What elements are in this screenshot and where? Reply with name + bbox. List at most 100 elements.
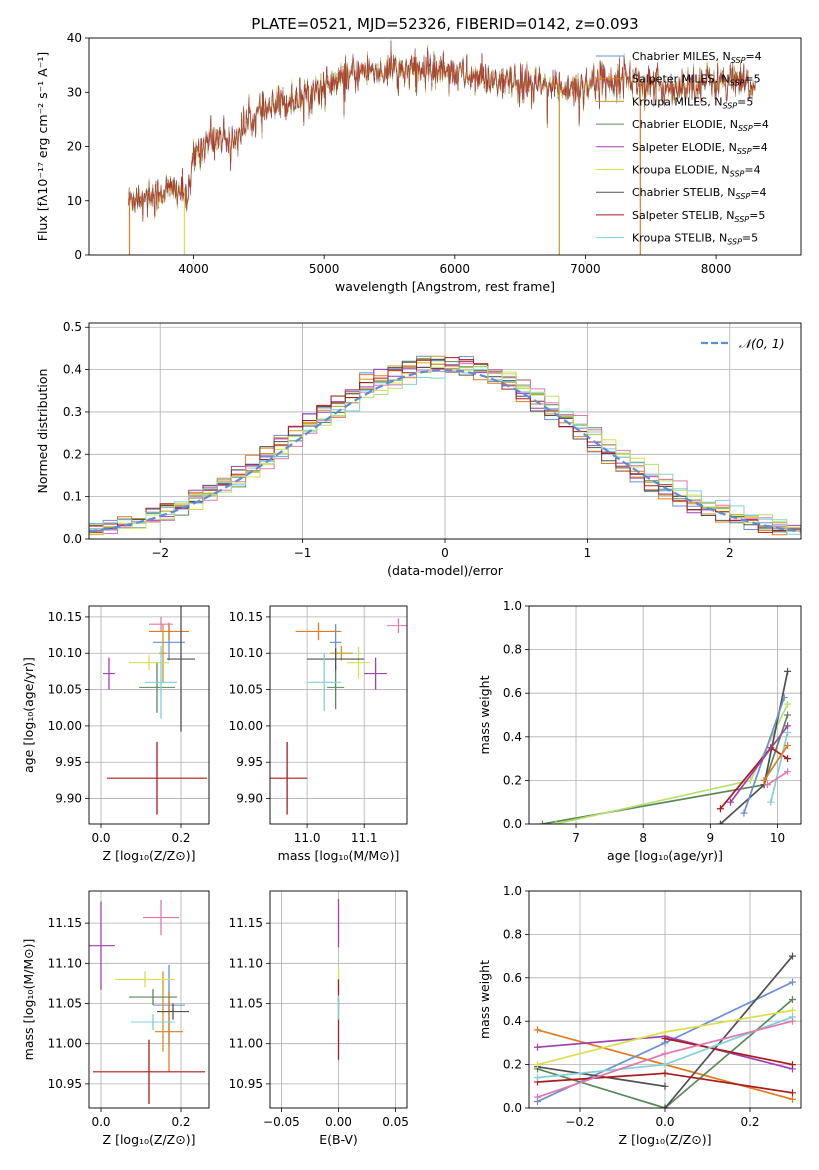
legend-entry: Chabrier MILES, NSSP=4 bbox=[632, 50, 762, 65]
y-tick-label: 1.0 bbox=[503, 884, 522, 898]
y-tick-label: 11.05 bbox=[229, 997, 263, 1011]
legend-entry: Salpeter ELODIE, NSSP=4 bbox=[632, 141, 768, 156]
y-tick-label: 10.00 bbox=[229, 719, 263, 733]
error-bar-point bbox=[107, 741, 207, 815]
legend-text: Salpeter ELODIE, N bbox=[632, 141, 737, 154]
y-tick-label: 10 bbox=[67, 194, 82, 208]
y-tick-label: 9.95 bbox=[55, 755, 82, 769]
mass-weight-marker bbox=[534, 1026, 541, 1034]
x-tick-label: 0.2 bbox=[171, 1115, 190, 1129]
plot-area bbox=[103, 606, 207, 815]
mass-weight-marker bbox=[661, 1082, 669, 1090]
y-tick-label: 0.3 bbox=[63, 405, 82, 419]
plot-area bbox=[127, 39, 756, 255]
y-tick-label: 0.5 bbox=[63, 320, 82, 334]
y-tick-label: 11.10 bbox=[229, 956, 263, 970]
error-bar-point bbox=[129, 989, 177, 1006]
mass-weight-marker bbox=[767, 798, 775, 806]
legend-tail: =5 bbox=[737, 95, 753, 108]
mass-weight-marker bbox=[763, 781, 771, 789]
legend-subscript: SSP bbox=[737, 147, 752, 156]
mass-weight-marker bbox=[726, 798, 734, 806]
axes-frame bbox=[528, 605, 802, 825]
x-tick-label: 11.0 bbox=[294, 831, 321, 845]
legend-text: Chabrier ELODIE, N bbox=[632, 118, 738, 131]
y-tick-label: 0.0 bbox=[503, 817, 522, 831]
x-axis-label: Z [log₁₀(Z/Z⊙)] bbox=[103, 1132, 196, 1147]
legend-subscript: SSP bbox=[730, 170, 745, 179]
legend-entry: Salpeter MILES, NSSP=5 bbox=[632, 73, 761, 88]
legend-entry: Chabrier ELODIE, NSSP=4 bbox=[632, 118, 769, 133]
y-tick-label: 10.10 bbox=[229, 646, 263, 660]
residual-histogram bbox=[89, 366, 801, 539]
error-bar-point bbox=[93, 1039, 205, 1104]
error-bar-point bbox=[103, 657, 115, 690]
mass-weight-marker bbox=[784, 711, 792, 719]
mass-weight-marker bbox=[661, 1035, 669, 1043]
panel-age-vs-Z: 0.0 0.2 9.90 9.95 10.00 10.05 10.10 10.15 Z [log… bbox=[21, 605, 210, 863]
legend-subscript: SSP bbox=[727, 238, 742, 247]
y-tick-label: 11.15 bbox=[48, 916, 82, 930]
error-bar-point bbox=[167, 606, 195, 732]
error-bar-point bbox=[307, 648, 365, 670]
y-tick-label: 10.05 bbox=[48, 683, 82, 697]
mass-weight-marker bbox=[716, 820, 724, 824]
error-bar-point bbox=[307, 653, 342, 712]
mass-weight-marker bbox=[534, 1061, 541, 1069]
axes-frame bbox=[88, 605, 210, 825]
error-bar-point bbox=[270, 741, 308, 815]
x-axis-label: (data-model)/error bbox=[387, 563, 504, 578]
error-bar-point bbox=[155, 991, 183, 1072]
x-axis-label: mass [log₁₀(M/M⊙)] bbox=[278, 848, 400, 863]
panel-mass-weight-vs-age: 7 8 9 10 0.0 0.2 0.4 0.6 0.8 1.0 age [log₁₀(age/yr… bbox=[477, 599, 802, 863]
mass-weight-marker bbox=[534, 1043, 541, 1051]
normal-reference-curve bbox=[89, 368, 801, 533]
mass-weight-marker bbox=[538, 820, 546, 824]
mass-weight-marker bbox=[661, 1028, 669, 1036]
legend-tail: =5 bbox=[744, 73, 760, 86]
mass-weight-line bbox=[729, 725, 789, 803]
y-axis-label: age [log₁₀(age/yr)] bbox=[21, 657, 36, 773]
y-tick-label: 0.2 bbox=[503, 773, 522, 787]
x-axis-label: wavelength [Angstrom, rest frame] bbox=[335, 279, 555, 294]
x-axis-label: age [log₁₀(age/yr)] bbox=[607, 848, 723, 863]
panel-mass-weight-vs-Z: −0.2 0.0 0.2 0.0 0.2 0.4 0.6 0.8 1.0 Z [log₁₀(Z/Z… bbox=[477, 884, 802, 1147]
legend-tail: =4 bbox=[753, 118, 769, 131]
figure-title: PLATE=0521, MJD=52326, FIBERID=0142, z=0… bbox=[251, 15, 638, 33]
error-bar-point bbox=[329, 645, 353, 661]
y-tick-label: 0.4 bbox=[503, 1014, 522, 1028]
mass-weight-marker bbox=[784, 722, 792, 730]
legend-entry: Kroupa STELIB, NSSP=5 bbox=[632, 232, 758, 247]
y-tick-label: 0.8 bbox=[503, 643, 522, 657]
x-tick-label: 0 bbox=[441, 546, 449, 560]
legend-tail: =4 bbox=[752, 141, 768, 154]
x-tick-label: 0.2 bbox=[740, 1115, 759, 1129]
legend-text: Salpeter MILES, N bbox=[632, 73, 730, 86]
panel-mass-vs-ebv: −0.05 0.00 0.05 10.95 11.00 11.05 11.10 11.15 E(… bbox=[229, 890, 409, 1147]
mass-weight-marker bbox=[789, 952, 796, 960]
legend-entry: Kroupa ELODIE, NSSP=4 bbox=[632, 164, 761, 179]
legend-subscript: SSP bbox=[734, 215, 749, 224]
mass-weight-line bbox=[664, 1037, 793, 1066]
mass-weight-line bbox=[763, 745, 789, 781]
x-tick-label: 8000 bbox=[701, 262, 732, 276]
mass-weight-marker bbox=[784, 742, 792, 750]
x-tick-label: 5000 bbox=[309, 262, 340, 276]
x-tick-label: 0.05 bbox=[382, 1115, 409, 1129]
axes-frame bbox=[269, 605, 408, 825]
mass-weight-marker bbox=[789, 1006, 796, 1014]
y-axis-label: mass weight bbox=[477, 675, 492, 754]
y-tick-label: 1.0 bbox=[503, 599, 522, 613]
error-bar-point bbox=[115, 971, 175, 988]
y-tick-label: 9.90 bbox=[236, 792, 263, 806]
error-bar-point bbox=[347, 646, 370, 679]
x-tick-label: 1 bbox=[584, 546, 592, 560]
y-axis-label: mass [log₁₀(M/M⊙)] bbox=[21, 939, 36, 1061]
error-bar-point bbox=[387, 618, 407, 633]
y-tick-label: 0.0 bbox=[503, 1101, 522, 1115]
x-tick-label: −0.05 bbox=[263, 1115, 300, 1129]
y-tick-label: 30 bbox=[67, 85, 82, 99]
y-tick-label: 10.10 bbox=[48, 646, 82, 660]
error-bar-point bbox=[157, 1003, 189, 1020]
y-tick-label: 0.0 bbox=[63, 532, 82, 546]
